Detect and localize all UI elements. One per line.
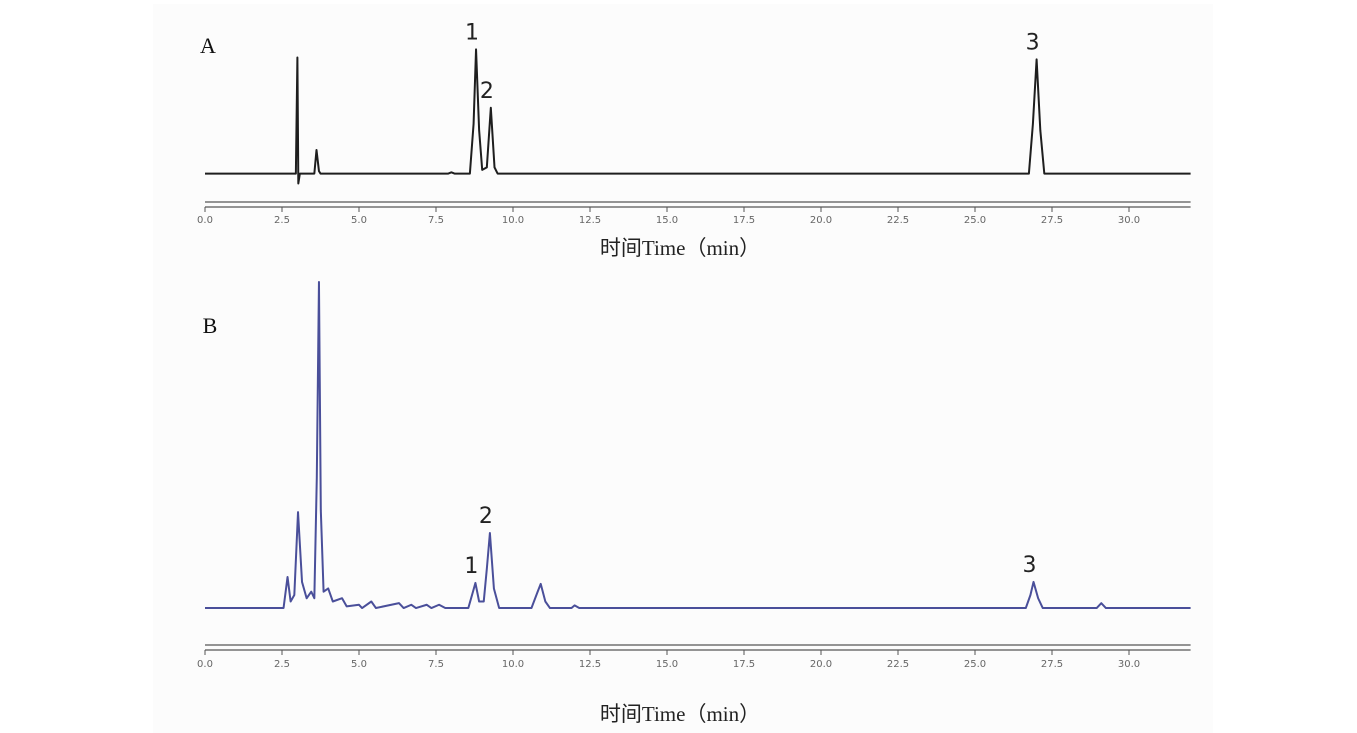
peak-label: 2 — [480, 79, 494, 104]
peak-label: 3 — [1026, 30, 1040, 55]
x-tick-label: 27.5 — [1041, 659, 1063, 670]
x-tick-label: 10.0 — [502, 215, 524, 226]
trace — [205, 48, 1191, 185]
panel-label: A — [200, 33, 216, 58]
x-tick-label: 5.0 — [351, 215, 367, 226]
x-tick-label: 30.0 — [1118, 659, 1140, 670]
x-tick-label: 25.0 — [964, 215, 986, 226]
x-tick-label: 27.5 — [1041, 215, 1063, 226]
x-tick-label: 5.0 — [351, 659, 367, 670]
panel-label: B — [203, 313, 218, 338]
x-tick-label: 7.5 — [428, 659, 444, 670]
x-tick-label: 12.5 — [579, 215, 601, 226]
x-tick-label: 15.0 — [656, 215, 678, 226]
peak-label: 1 — [465, 20, 479, 45]
x-tick-label: 17.5 — [733, 215, 755, 226]
x-tick-label: 2.5 — [274, 659, 290, 670]
trace — [205, 281, 1191, 610]
x-axis-label: 时间Time（min） — [600, 236, 760, 260]
x-tick-label: 22.5 — [887, 215, 909, 226]
x-tick-label: 20.0 — [810, 215, 832, 226]
x-tick-label: 25.0 — [964, 659, 986, 670]
x-axis-label: 时间Time（min） — [600, 702, 760, 726]
x-tick-label: 20.0 — [810, 659, 832, 670]
x-tick-label: 7.5 — [428, 215, 444, 226]
x-tick-label: 22.5 — [887, 659, 909, 670]
peak-label: 3 — [1023, 553, 1037, 578]
x-tick-label: 10.0 — [502, 659, 524, 670]
figure-background — [153, 4, 1213, 733]
x-tick-label: 17.5 — [733, 659, 755, 670]
x-tick-label: 0.0 — [197, 215, 213, 226]
x-tick-label: 30.0 — [1118, 215, 1140, 226]
peak-label: 2 — [479, 504, 493, 529]
x-tick-label: 15.0 — [656, 659, 678, 670]
peak-label: 1 — [464, 554, 478, 579]
x-tick-label: 12.5 — [579, 659, 601, 670]
x-tick-label: 2.5 — [274, 215, 290, 226]
x-tick-label: 0.0 — [197, 659, 213, 670]
